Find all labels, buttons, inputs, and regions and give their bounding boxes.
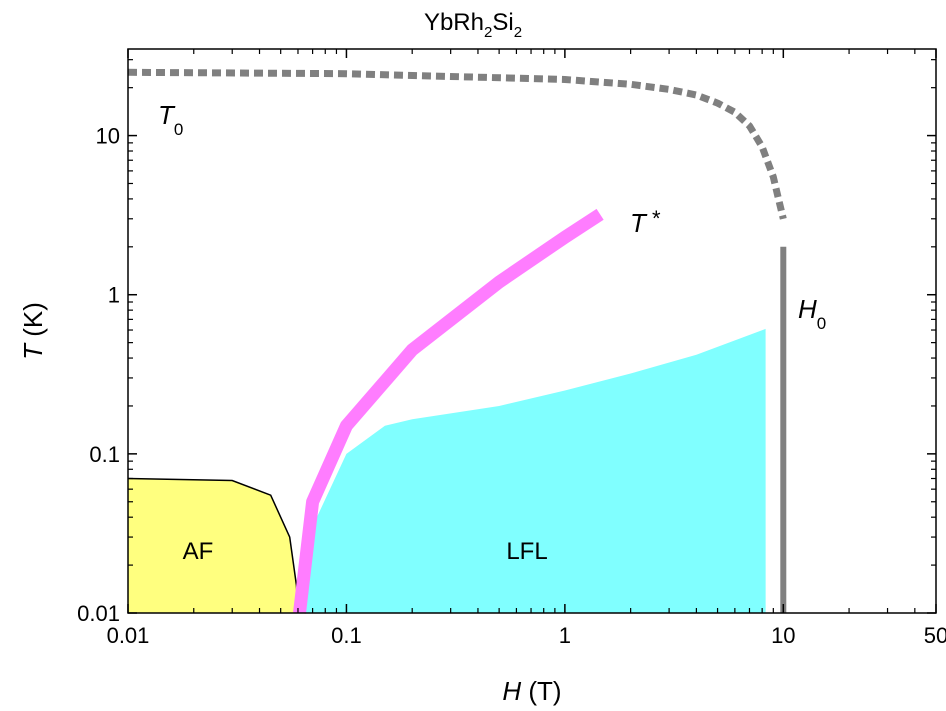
region-label-af: AF xyxy=(183,538,214,565)
regions-layer xyxy=(127,328,766,614)
y-tick-label: 0.01 xyxy=(77,601,120,626)
series-t0-line xyxy=(127,68,787,220)
x-tick-label: 1 xyxy=(559,623,571,648)
region-af xyxy=(128,478,298,613)
lines-layer xyxy=(127,68,787,614)
title-subscript-2: 2 xyxy=(514,24,522,41)
y-tick-label: 10 xyxy=(96,124,120,149)
y-tick-label: 0.1 xyxy=(89,442,120,467)
y-axis-label: T (K) xyxy=(18,302,48,360)
annotation-H0: H0 xyxy=(798,294,826,333)
plot-frame xyxy=(127,48,937,614)
chart-title: YbRh2Si2 xyxy=(424,9,522,41)
x-axis-var: H xyxy=(502,676,521,706)
x-tick-label: 50 xyxy=(924,623,946,648)
annotation-Tstar: T * xyxy=(630,206,661,238)
region-lfl xyxy=(301,328,766,613)
x-tick-label: 0.01 xyxy=(107,623,150,648)
ticks-layer xyxy=(127,49,937,614)
y-axis-unit: (K) xyxy=(18,302,48,344)
title-subscript-1: 2 xyxy=(484,24,492,41)
series-tstar-band xyxy=(293,208,604,614)
x-tick-label: 10 xyxy=(771,623,795,648)
y-axis-var: T xyxy=(18,342,48,360)
x-axis-label: H (T) xyxy=(502,676,561,706)
labels-layer: 0.01 0.1 1 10 50 0.01 0.1 1 10 xyxy=(77,124,946,648)
x-tick-label: 0.1 xyxy=(331,623,362,648)
annotation-T0: T0 xyxy=(158,100,183,139)
y-tick-label: 1 xyxy=(108,283,120,308)
x-axis-unit: (T) xyxy=(521,676,561,706)
title-mid: Si xyxy=(492,9,513,36)
region-label-lfl: LFL xyxy=(506,538,547,565)
